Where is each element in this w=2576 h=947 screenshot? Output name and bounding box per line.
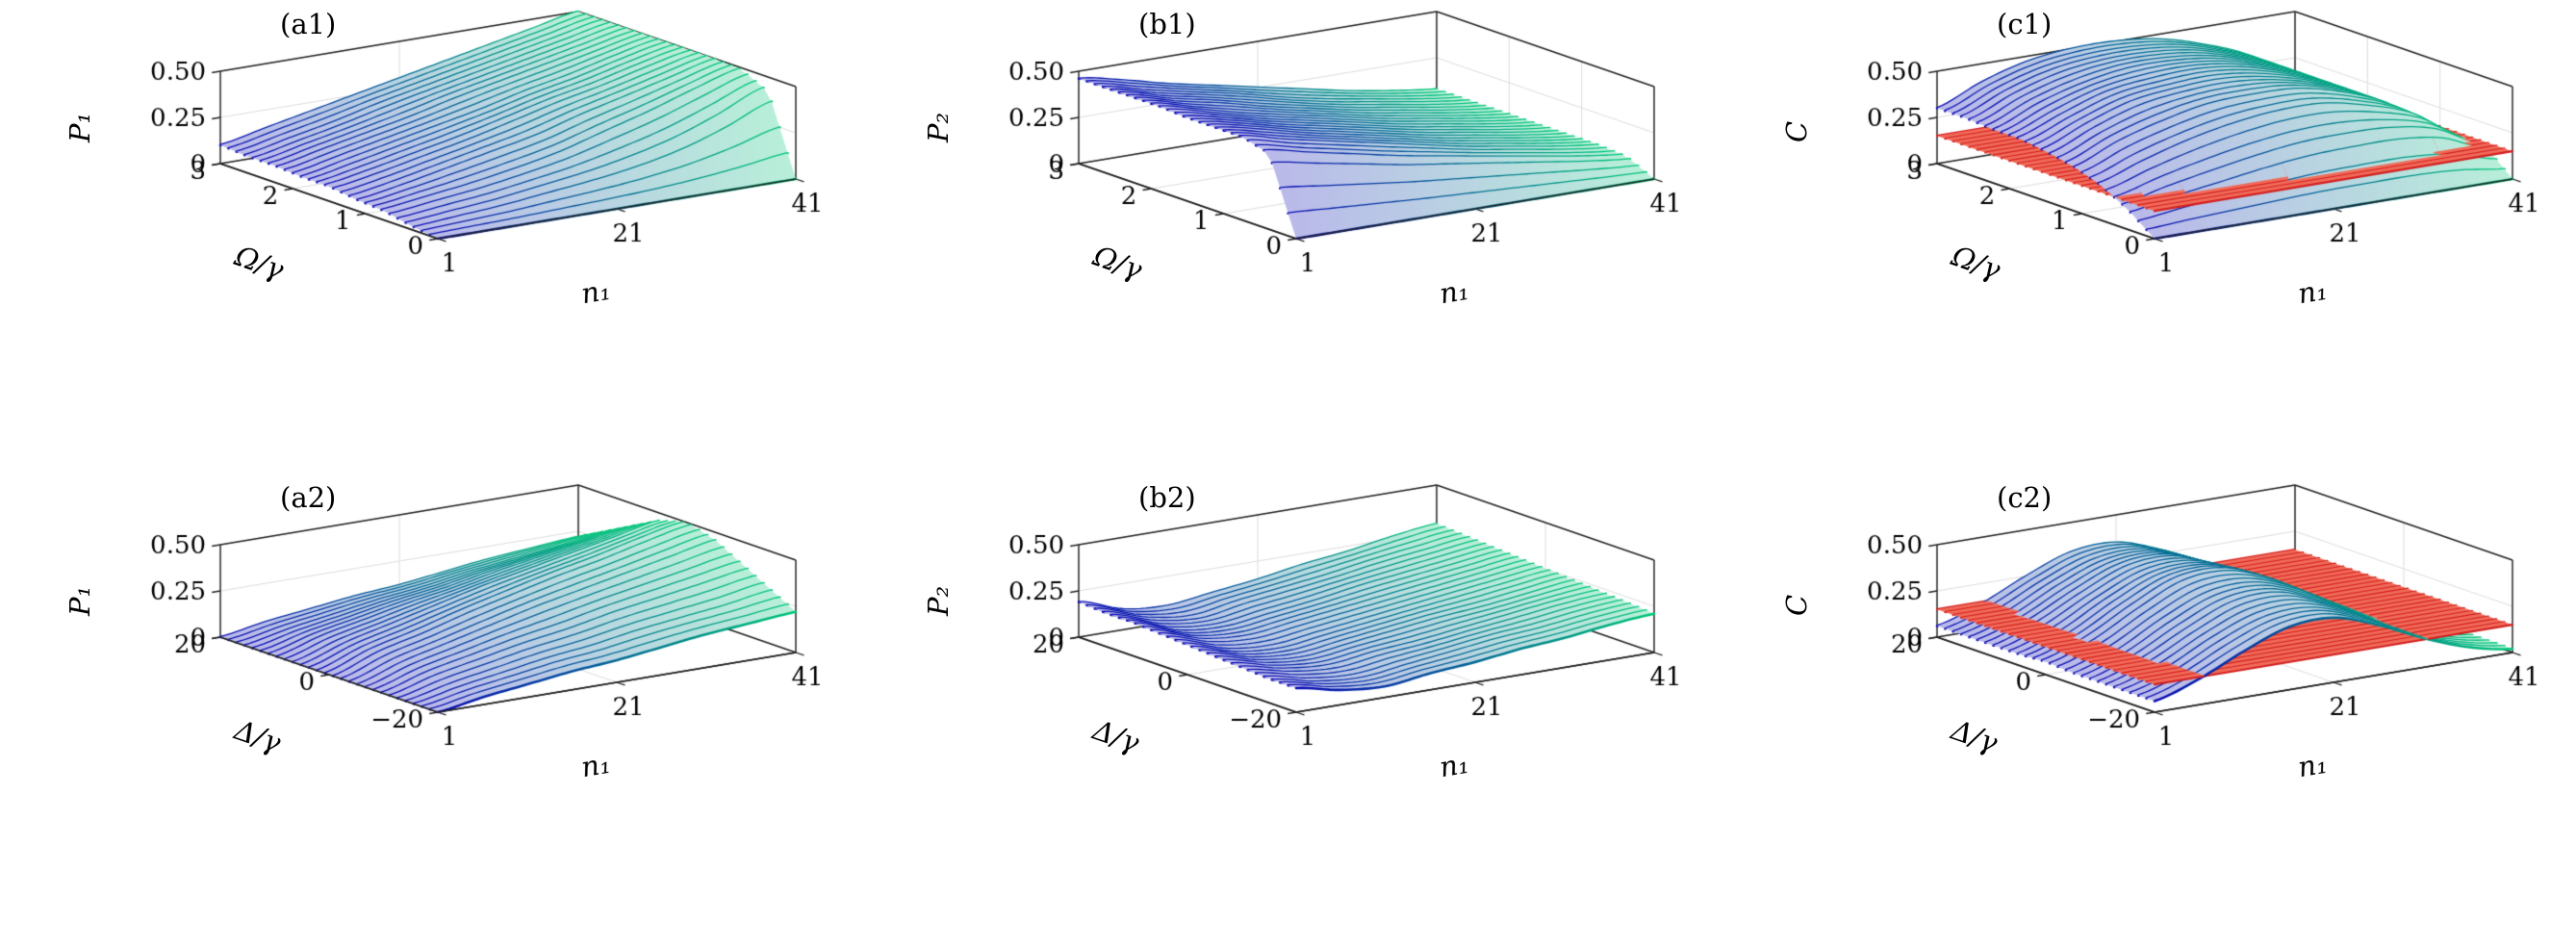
x-axis-label-c1: n₁ [2295,272,2330,311]
surface-plot-b2 [858,474,1717,947]
surface-plot-c1 [1717,0,2575,474]
z-axis-label-c2: C [1780,594,1813,616]
panel-label-c2: (c2) [1997,481,2053,514]
panel-label-b2: (b2) [1138,481,1196,514]
panel-label-a1: (a1) [280,8,337,40]
panel-label-c1: (c1) [1997,8,2053,40]
panel-b1: (b1) P₂ Ω/γ n₁ [858,0,1717,474]
panel-label-a2: (a2) [280,481,337,514]
surface-plot-b1 [858,0,1717,474]
x-axis-label-a2: n₁ [578,746,613,784]
panel-c2: (c2) C Δ/γ n₁ [1717,474,2575,947]
z-axis-label-b1: P₂ [922,112,955,142]
x-axis-label-a1: n₁ [578,272,613,311]
panel-c1: (c1) C Ω/γ n₁ [1717,0,2575,474]
panel-label-b1: (b1) [1138,8,1196,40]
panel-b2: (b2) P₂ Δ/γ n₁ [858,474,1717,947]
surface-plot-a1 [0,0,858,474]
surface-plot-a2 [0,474,858,947]
z-axis-label-a2: P₁ [64,585,96,616]
surface-plot-c2 [1717,474,2575,947]
x-axis-label-b1: n₁ [1437,272,1471,311]
z-axis-label-b2: P₂ [922,585,955,616]
panel-a2: (a2) P₁ Δ/γ n₁ [0,474,858,947]
z-axis-label-a1: P₁ [64,112,96,142]
x-axis-label-c2: n₁ [2295,746,2330,784]
x-axis-label-b2: n₁ [1437,746,1471,784]
z-axis-label-c1: C [1780,120,1813,142]
panel-a1: (a1) P₁ Ω/γ n₁ [0,0,858,474]
